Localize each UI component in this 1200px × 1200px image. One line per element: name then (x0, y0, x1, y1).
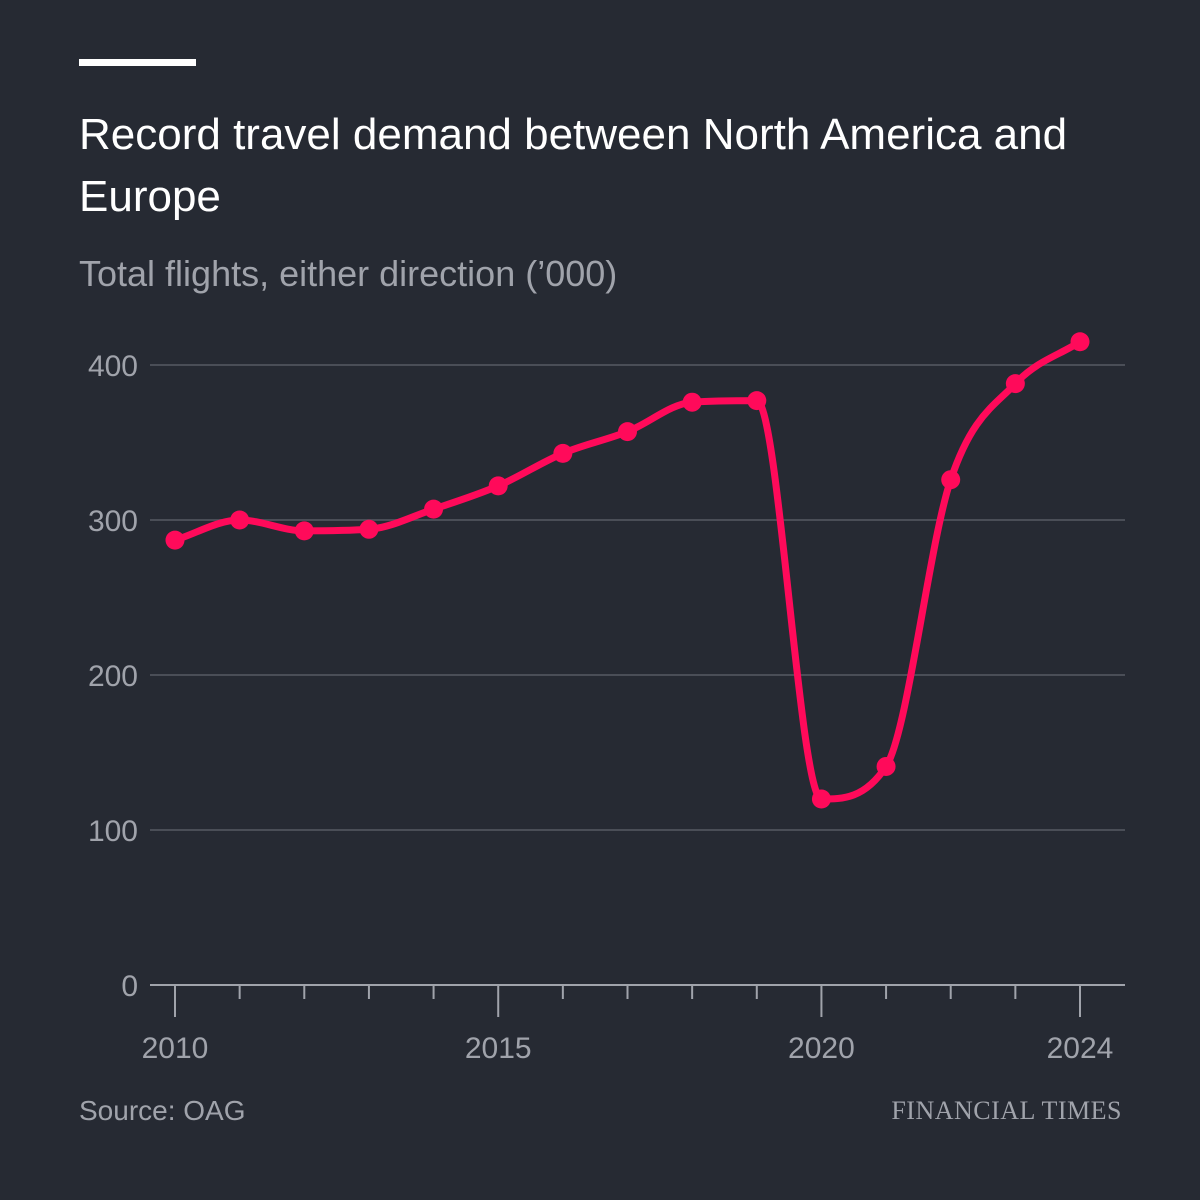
y-tick-label: 300 (88, 505, 138, 538)
data-point (294, 521, 314, 541)
y-tick-label: 400 (88, 350, 138, 383)
source-note: Source: OAG (79, 1095, 246, 1126)
data-point (747, 391, 767, 411)
data-point (230, 510, 250, 530)
data-point (424, 499, 444, 519)
data-point (618, 422, 637, 442)
data-point (811, 789, 831, 809)
series-line (171, 338, 1084, 803)
x-tick-label: 2010 (142, 1032, 209, 1065)
data-point (941, 470, 961, 490)
data-point (1070, 332, 1090, 352)
chart-title: Record travel demand between North Ameri… (79, 110, 1068, 221)
x-tick-label: 2020 (788, 1032, 855, 1065)
chart-subtitle: Total flights, either direction (’000) (79, 253, 618, 294)
data-point (165, 530, 185, 550)
brand-wordmark: FINANCIAL TIMES (891, 1096, 1122, 1125)
data-point (488, 476, 508, 496)
data-point (876, 756, 896, 776)
data-point (1005, 374, 1025, 394)
header-accent-bar (79, 59, 196, 66)
x-tick-label: 2015 (465, 1032, 532, 1065)
y-tick-label: 0 (121, 970, 138, 1003)
data-point (682, 392, 702, 412)
data-point (553, 443, 573, 463)
y-tick-label: 100 (88, 815, 138, 848)
y-tick-label: 200 (88, 660, 138, 693)
x-tick-label: 2024 (1047, 1032, 1114, 1065)
data-point (359, 519, 379, 539)
